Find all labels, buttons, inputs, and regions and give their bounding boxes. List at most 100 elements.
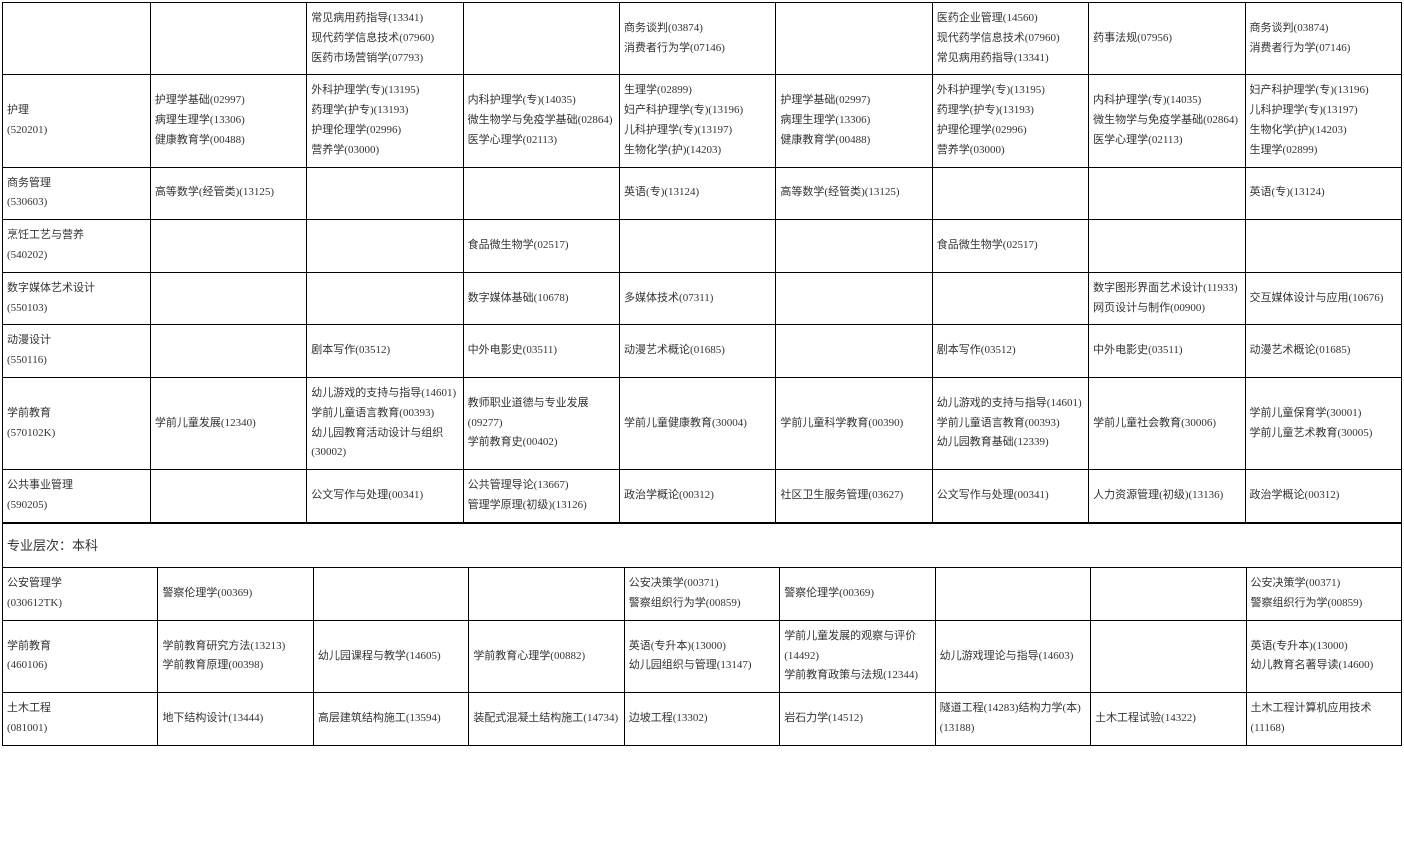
table-row: 烹饪工艺与营养 (540202) 食品微生物学(02517) 食品微生物学(0251… bbox=[3, 220, 1402, 273]
zhuanke-cell bbox=[776, 272, 932, 325]
benke-cell: 边坡工程(13302) bbox=[624, 693, 779, 746]
zhuanke-cell: 数字图形界面艺术设计(11933) 网页设计与制作(00900) bbox=[1089, 272, 1245, 325]
zhuanke-cell bbox=[776, 325, 932, 378]
zhuanke-cell: 学前儿童社会教育(30006) bbox=[1089, 377, 1245, 469]
benke-cell bbox=[469, 568, 624, 621]
zhuanke-cell: 公文写作与处理(00341) bbox=[932, 470, 1088, 523]
zhuanke-cell: 商务谈判(03874) 消费者行为学(07146) bbox=[1245, 3, 1401, 75]
zhuanke-cell: 食品微生物学(02517) bbox=[932, 220, 1088, 273]
section-header: 专业层次：本科 bbox=[3, 523, 1402, 567]
zhuanke-cell: 政治学概论(00312) bbox=[620, 470, 776, 523]
benke-cell bbox=[1091, 620, 1246, 692]
zhuanke-cell: 烹饪工艺与营养 (540202) bbox=[3, 220, 151, 273]
benke-cell: 隧道工程(14283)结构力学(本)(13188) bbox=[935, 693, 1090, 746]
zhuanke-cell: 护理学基础(02997) 病理生理学(13306) 健康教育学(00488) bbox=[150, 75, 306, 167]
zhuanke-cell bbox=[776, 3, 932, 75]
benke-cell bbox=[1091, 568, 1246, 621]
table-row: 常见病用药指导(13341) 现代药学信息技术(07960) 医药市场营销学(0… bbox=[3, 3, 1402, 75]
benke-cell: 土木工程计算机应用技术(11168) bbox=[1246, 693, 1402, 746]
zhuanke-cell: 中外电影史(03511) bbox=[1089, 325, 1245, 378]
zhuanke-cell: 交互媒体设计与应用(10676) bbox=[1245, 272, 1401, 325]
course-table-1: 常见病用药指导(13341) 现代药学信息技术(07960) 医药市场营销学(0… bbox=[2, 2, 1402, 523]
zhuanke-cell bbox=[463, 3, 619, 75]
table-row: 数字媒体艺术设计 (550103)数字媒体基础(10678)多媒体技术(0731… bbox=[3, 272, 1402, 325]
benke-cell: 装配式混凝土结构施工(14734) bbox=[469, 693, 624, 746]
zhuanke-cell: 内科护理学(专)(14035) 微生物学与免疫学基础(02864) 医学心理学(… bbox=[463, 75, 619, 167]
table-row: 公安管理学 (030612TK)警察伦理学(00369)公安决策学(00371)… bbox=[3, 568, 1402, 621]
zhuanke-cell: 商务管理 (530603) bbox=[3, 167, 151, 220]
zhuanke-cell: 公共事业管理 (590205) bbox=[3, 470, 151, 523]
benke-cell: 幼儿园课程与教学(14605) bbox=[313, 620, 468, 692]
benke-cell: 公安决策学(00371) 警察组织行为学(00859) bbox=[624, 568, 779, 621]
zhuanke-cell: 人力资源管理(初级)(13136) bbox=[1089, 470, 1245, 523]
benke-cell: 公安决策学(00371) 警察组织行为学(00859) bbox=[1246, 568, 1402, 621]
zhuanke-cell: 常见病用药指导(13341) 现代药学信息技术(07960) 医药市场营销学(0… bbox=[307, 3, 463, 75]
zhuanke-cell bbox=[307, 272, 463, 325]
benke-cell: 岩石力学(14512) bbox=[780, 693, 935, 746]
benke-cell bbox=[935, 568, 1090, 621]
zhuanke-cell: 公文写作与处理(00341) bbox=[307, 470, 463, 523]
benke-cell: 学前儿童发展的观察与评价(14492) 学前教育政策与法规(12344) bbox=[780, 620, 935, 692]
benke-cell: 幼儿游戏理论与指导(14603) bbox=[935, 620, 1090, 692]
zhuanke-cell: 护理 (520201) bbox=[3, 75, 151, 167]
benke-cell: 警察伦理学(00369) bbox=[780, 568, 935, 621]
zhuanke-cell: 高等数学(经管类)(13125) bbox=[150, 167, 306, 220]
benke-cell: 公安管理学 (030612TK) bbox=[3, 568, 158, 621]
zhuanke-cell bbox=[620, 220, 776, 273]
zhuanke-cell: 公共管理导论(13667) 管理学原理(初级)(13126) bbox=[463, 470, 619, 523]
zhuanke-cell: 生理学(02899) 妇产科护理学(专)(13196) 儿科护理学(专)(131… bbox=[620, 75, 776, 167]
benke-cell: 英语(专升本)(13000) 幼儿教育名著导读(14600) bbox=[1246, 620, 1402, 692]
zhuanke-cell: 学前儿童保育学(30001) 学前儿童艺术教育(30005) bbox=[1245, 377, 1401, 469]
zhuanke-cell: 数字媒体艺术设计 (550103) bbox=[3, 272, 151, 325]
zhuanke-cell bbox=[463, 167, 619, 220]
benke-cell: 学前教育 (460106) bbox=[3, 620, 158, 692]
zhuanke-cell bbox=[932, 272, 1088, 325]
table-row: 学前教育 (460106)学前教育研究方法(13213) 学前教育原理(0039… bbox=[3, 620, 1402, 692]
zhuanke-cell bbox=[1089, 220, 1245, 273]
zhuanke-cell bbox=[150, 272, 306, 325]
table-row: 商务管理 (530603)高等数学(经管类)(13125) 英语(专)(13124… bbox=[3, 167, 1402, 220]
zhuanke-cell: 药事法规(07956) bbox=[1089, 3, 1245, 75]
zhuanke-cell: 动漫艺术概论(01685) bbox=[1245, 325, 1401, 378]
benke-cell: 土木工程试验(14322) bbox=[1091, 693, 1246, 746]
benke-cell: 警察伦理学(00369) bbox=[158, 568, 313, 621]
zhuanke-cell bbox=[307, 220, 463, 273]
zhuanke-cell bbox=[3, 3, 151, 75]
zhuanke-cell bbox=[776, 220, 932, 273]
benke-cell: 学前教育研究方法(13213) 学前教育原理(00398) bbox=[158, 620, 313, 692]
zhuanke-cell: 教师职业道德与专业发展(09277) 学前教育史(00402) bbox=[463, 377, 619, 469]
zhuanke-cell: 学前儿童科学教育(00390) bbox=[776, 377, 932, 469]
zhuanke-cell: 中外电影史(03511) bbox=[463, 325, 619, 378]
zhuanke-cell: 护理学基础(02997) 病理生理学(13306) 健康教育学(00488) bbox=[776, 75, 932, 167]
zhuanke-cell: 剧本写作(03512) bbox=[307, 325, 463, 378]
benke-cell: 英语(专升本)(13000) 幼儿园组织与管理(13147) bbox=[624, 620, 779, 692]
zhuanke-cell: 社区卫生服务管理(03627) bbox=[776, 470, 932, 523]
zhuanke-cell: 外科护理学(专)(13195) 药理学(护专)(13193) 护理伦理学(029… bbox=[307, 75, 463, 167]
zhuanke-cell: 妇产科护理学(专)(13196) 儿科护理学(专)(13197) 生物化学(护)… bbox=[1245, 75, 1401, 167]
zhuanke-cell: 幼儿游戏的支持与指导(14601) 学前儿童语言教育(00393) 幼儿园教育基… bbox=[932, 377, 1088, 469]
zhuanke-cell bbox=[932, 167, 1088, 220]
zhuanke-cell bbox=[1089, 167, 1245, 220]
zhuanke-cell: 多媒体技术(07311) bbox=[620, 272, 776, 325]
zhuanke-cell bbox=[307, 167, 463, 220]
zhuanke-cell: 动漫设计 (550116) bbox=[3, 325, 151, 378]
zhuanke-cell: 政治学概论(00312) bbox=[1245, 470, 1401, 523]
table-row: 土木工程 (081001)地下结构设计(13444)高层建筑结构施工(13594… bbox=[3, 693, 1402, 746]
benke-cell: 地下结构设计(13444) bbox=[158, 693, 313, 746]
benke-cell: 学前教育心理学(00882) bbox=[469, 620, 624, 692]
zhuanke-cell: 幼儿游戏的支持与指导(14601) 学前儿童语言教育(00393) 幼儿园教育活… bbox=[307, 377, 463, 469]
zhuanke-cell: 食品微生物学(02517) bbox=[463, 220, 619, 273]
zhuanke-cell bbox=[150, 470, 306, 523]
zhuanke-cell: 外科护理学(专)(13195) 药理学(护专)(13193) 护理伦理学(029… bbox=[932, 75, 1088, 167]
course-table-2: 专业层次：本科 公安管理学 (030612TK)警察伦理学(00369)公安决策… bbox=[2, 523, 1402, 746]
zhuanke-cell: 英语(专)(13124) bbox=[1245, 167, 1401, 220]
zhuanke-cell bbox=[1245, 220, 1401, 273]
table-row: 公共事业管理 (590205)公文写作与处理(00341)公共管理导论(1366… bbox=[3, 470, 1402, 523]
benke-cell: 高层建筑结构施工(13594) bbox=[313, 693, 468, 746]
zhuanke-cell: 学前儿童发展(12340) bbox=[150, 377, 306, 469]
zhuanke-cell: 内科护理学(专)(14035) 微生物学与免疫学基础(02864) 医学心理学(… bbox=[1089, 75, 1245, 167]
zhuanke-cell bbox=[150, 220, 306, 273]
table-row: 学前教育 (570102K)学前儿童发展(12340)幼儿游戏的支持与指导(14… bbox=[3, 377, 1402, 469]
zhuanke-cell: 学前儿童健康教育(30004) bbox=[620, 377, 776, 469]
benke-cell: 土木工程 (081001) bbox=[3, 693, 158, 746]
